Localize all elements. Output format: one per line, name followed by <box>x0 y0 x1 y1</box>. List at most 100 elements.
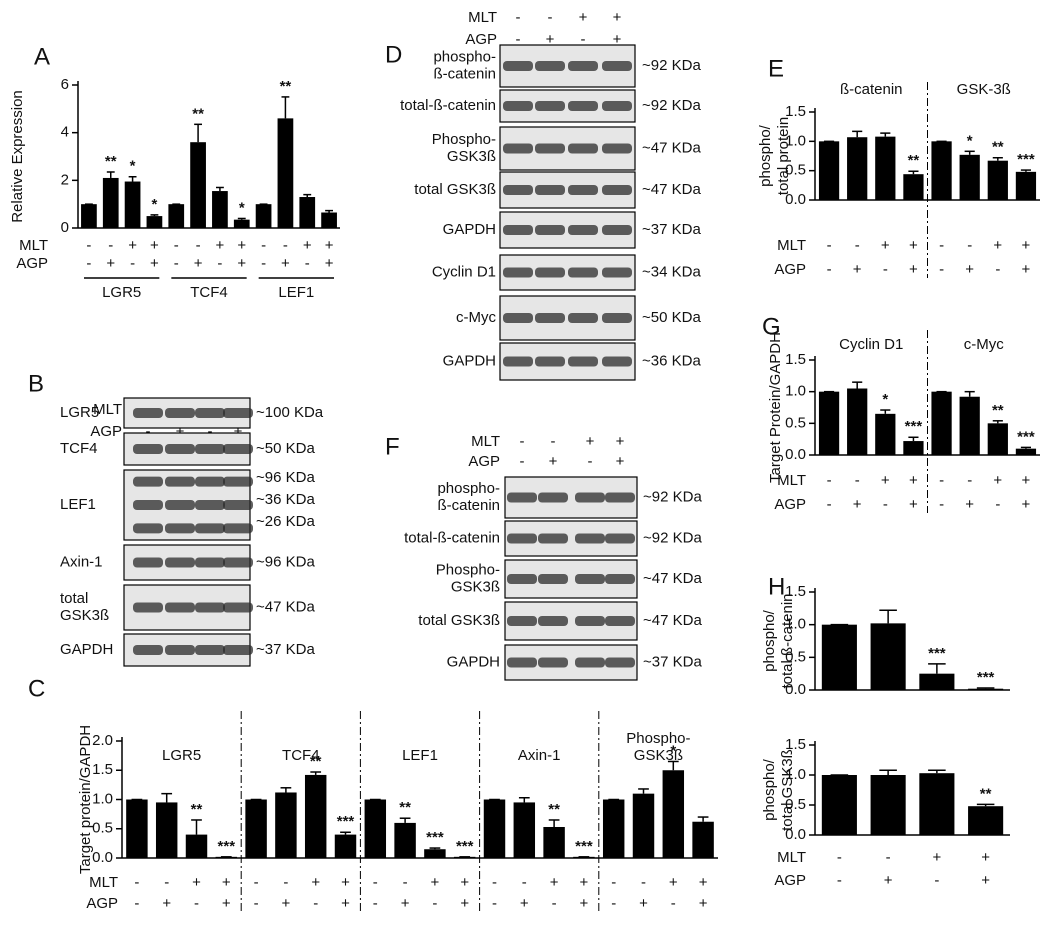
condition-name: MLT <box>777 237 806 254</box>
panel-label: B <box>28 370 44 397</box>
blot-band <box>538 533 568 544</box>
error-bar <box>161 792 173 803</box>
condition-name: MLT <box>471 433 500 450</box>
blot-band <box>602 225 632 235</box>
y-axis-label: phospho/ <box>761 609 778 672</box>
condition-sign: + <box>616 453 625 470</box>
y-tick-label: 0.5 <box>92 820 113 837</box>
y-axis-label: Target Protein/GAPDH <box>767 332 784 483</box>
error-bar <box>150 214 159 217</box>
row-label: GAPDH <box>60 641 113 658</box>
blot-band <box>195 645 225 655</box>
bar <box>959 396 980 455</box>
condition-sign: - <box>208 423 213 440</box>
blot-band <box>165 602 195 613</box>
bar <box>692 821 714 858</box>
row-label: Phospho- <box>436 561 500 578</box>
condition-sign: + <box>460 895 469 912</box>
condition-name: MLT <box>93 401 122 418</box>
condition-sign: - <box>134 895 139 912</box>
y-tick-label: 2.0 <box>92 732 113 749</box>
condition-sign: + <box>237 255 246 272</box>
condition-sign: + <box>613 31 622 48</box>
error-bar <box>194 123 203 143</box>
condition-sign: + <box>192 874 201 891</box>
bar <box>870 775 906 835</box>
error-bar <box>106 171 115 178</box>
row-label: TCF4 <box>60 440 98 457</box>
blot-band <box>507 657 537 668</box>
size-label: ~36 KDa <box>642 352 701 369</box>
size-label: ~37 KDa <box>642 221 701 238</box>
blot-band <box>223 557 253 568</box>
condition-sign: + <box>281 255 290 272</box>
blot-band <box>223 500 253 510</box>
error-bar <box>1020 446 1031 449</box>
error-bar <box>429 847 441 850</box>
significance: ** <box>992 402 1004 419</box>
size-label: ~50 KDa <box>642 309 701 326</box>
condition-name: AGP <box>16 255 48 272</box>
error-bar <box>697 816 709 822</box>
significance: *** <box>337 813 355 830</box>
condition-sign: - <box>196 237 201 254</box>
size-label: ~96 KDa <box>256 469 315 486</box>
condition-sign: + <box>579 9 588 26</box>
blot-band <box>602 356 632 367</box>
condition-sign: - <box>516 9 521 26</box>
blot-band <box>575 574 605 584</box>
blot-band <box>568 185 598 195</box>
y-tick-label: 1.0 <box>785 616 806 633</box>
condition-sign: - <box>516 31 521 48</box>
row-label: phospho- <box>433 48 496 65</box>
significance: * <box>151 196 157 213</box>
y-axis-label: Relative Expression <box>9 90 26 223</box>
condition-sign: - <box>939 496 944 513</box>
blot-band <box>535 313 565 323</box>
condition-sign: + <box>993 472 1002 489</box>
bar <box>81 204 97 228</box>
blot-band <box>133 408 163 418</box>
condition-sign: + <box>616 433 625 450</box>
group-label: Axin-1 <box>518 747 561 764</box>
significance: *** <box>928 645 946 662</box>
significance: ** <box>980 785 992 802</box>
size-label: ~92 KDa <box>643 529 702 546</box>
blot-band <box>503 101 533 111</box>
condition-sign: - <box>886 849 891 866</box>
condition-sign: + <box>401 895 410 912</box>
group-label: LGR5 <box>102 284 141 301</box>
blot-band <box>165 476 195 487</box>
bar <box>394 822 416 858</box>
condition-sign: + <box>699 895 708 912</box>
y-tick-label: 4 <box>61 124 69 141</box>
condition-sign: + <box>237 237 246 254</box>
y-axis-label: Target protein/GAPDH <box>77 725 94 874</box>
blot-band <box>195 557 225 568</box>
condition-sign: - <box>305 255 310 272</box>
bar <box>847 388 868 455</box>
condition-sign: + <box>325 255 334 272</box>
error-bar <box>638 788 649 794</box>
y-axis-label: total GSK3ß <box>779 749 796 831</box>
condition-sign: - <box>373 895 378 912</box>
condition-sign: - <box>217 255 222 272</box>
bar <box>821 775 857 835</box>
condition-name: AGP <box>465 31 497 48</box>
y-tick-label: 0.5 <box>785 796 806 813</box>
blot-band <box>535 225 565 235</box>
condition-name: AGP <box>86 895 118 912</box>
error-bar <box>928 769 946 774</box>
condition-sign: - <box>174 255 179 272</box>
condition-sign: + <box>909 237 918 254</box>
blot-band <box>133 523 163 534</box>
condition-sign: - <box>939 472 944 489</box>
significance: ** <box>280 78 292 95</box>
significance: ** <box>105 153 117 170</box>
bar <box>543 826 565 858</box>
condition-name: AGP <box>774 496 806 513</box>
y-tick-label: 0.5 <box>785 414 806 431</box>
error-bar <box>399 817 411 823</box>
blot-band <box>602 267 632 278</box>
